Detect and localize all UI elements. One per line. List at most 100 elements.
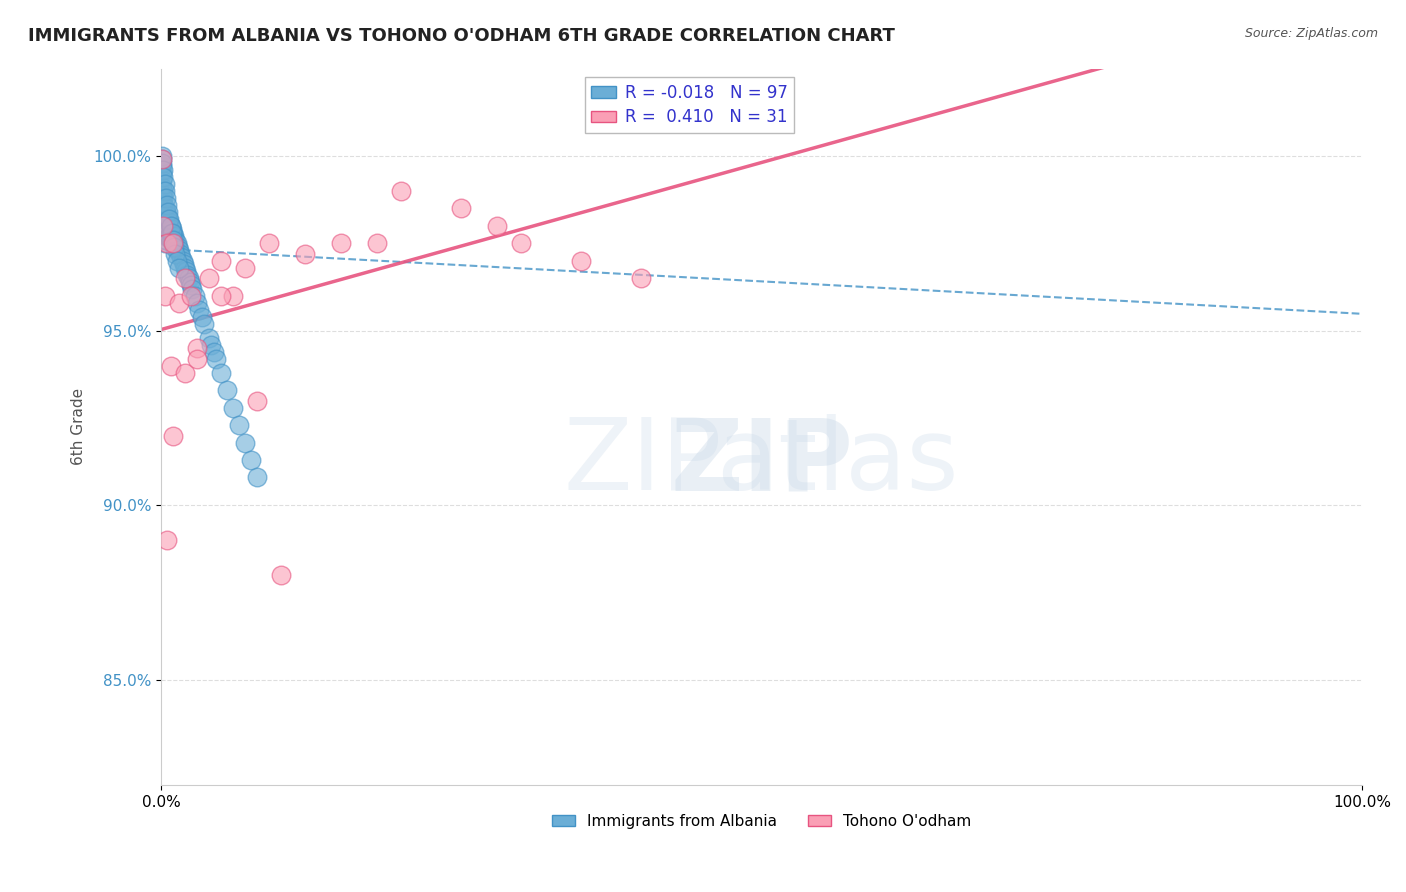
Point xyxy=(366,236,388,251)
Point xyxy=(160,229,183,244)
Point xyxy=(150,153,173,167)
Point xyxy=(152,191,174,205)
Point xyxy=(257,236,280,251)
Point xyxy=(155,204,177,219)
Point xyxy=(150,215,173,229)
Point xyxy=(152,219,174,233)
Point xyxy=(153,236,176,251)
Point xyxy=(240,453,263,467)
Point xyxy=(486,219,509,233)
Point xyxy=(150,208,173,222)
Point xyxy=(155,226,177,240)
Point xyxy=(159,219,181,233)
Point xyxy=(569,253,592,268)
Point xyxy=(209,366,232,380)
Point xyxy=(193,317,215,331)
Point xyxy=(152,198,174,212)
Point xyxy=(233,260,256,275)
Point xyxy=(153,222,176,236)
Point xyxy=(222,289,245,303)
Point xyxy=(186,341,208,355)
Point xyxy=(153,229,176,244)
Point xyxy=(156,222,179,236)
Point xyxy=(174,260,197,275)
Point xyxy=(165,233,187,247)
Point xyxy=(152,226,174,240)
Point xyxy=(155,233,177,247)
Point xyxy=(152,184,174,198)
Point xyxy=(167,295,190,310)
Point xyxy=(166,244,188,258)
Point xyxy=(188,302,211,317)
Point xyxy=(155,219,177,233)
Point xyxy=(156,198,179,212)
Point xyxy=(166,240,188,254)
Point xyxy=(156,236,179,251)
Point xyxy=(152,219,174,233)
Point xyxy=(150,173,173,187)
Point xyxy=(152,169,174,184)
Point xyxy=(162,226,184,240)
Point xyxy=(181,282,204,296)
Point xyxy=(294,247,316,261)
Point xyxy=(150,202,173,216)
Point xyxy=(150,166,173,180)
Point xyxy=(157,211,180,226)
Point xyxy=(162,233,184,247)
Point xyxy=(160,226,183,240)
Point xyxy=(198,271,221,285)
Point xyxy=(179,275,201,289)
Point xyxy=(162,236,184,251)
Point xyxy=(174,366,197,380)
Point xyxy=(174,271,197,285)
Point xyxy=(186,295,208,310)
Point xyxy=(150,187,173,202)
Point xyxy=(159,219,181,233)
Point xyxy=(166,253,188,268)
Point xyxy=(157,229,180,244)
Point xyxy=(202,344,225,359)
Point xyxy=(172,253,194,268)
Point xyxy=(169,247,191,261)
Point xyxy=(180,278,202,293)
Point xyxy=(156,533,179,548)
Point xyxy=(156,215,179,229)
Point xyxy=(163,240,186,254)
Point xyxy=(150,180,173,194)
Point xyxy=(160,222,183,236)
Point xyxy=(153,184,176,198)
Point xyxy=(159,226,181,240)
Point xyxy=(152,204,174,219)
Point xyxy=(155,191,177,205)
Point xyxy=(153,215,176,229)
Point xyxy=(190,310,212,324)
Point xyxy=(150,156,173,170)
Point xyxy=(450,202,472,216)
Point xyxy=(222,401,245,415)
Point xyxy=(159,233,181,247)
Point xyxy=(246,470,269,484)
Legend: Immigrants from Albania, Tohono O'odham: Immigrants from Albania, Tohono O'odham xyxy=(546,807,977,835)
Text: ZIP: ZIP xyxy=(671,414,853,511)
Point xyxy=(209,289,232,303)
Point xyxy=(153,177,176,191)
Point xyxy=(163,229,186,244)
Point xyxy=(167,260,190,275)
Point xyxy=(163,236,186,251)
Point xyxy=(173,257,195,271)
Point xyxy=(177,271,200,285)
Text: IMMIGRANTS FROM ALBANIA VS TOHONO O'ODHAM 6TH GRADE CORRELATION CHART: IMMIGRANTS FROM ALBANIA VS TOHONO O'ODHA… xyxy=(28,27,896,45)
Point xyxy=(270,568,292,582)
Point xyxy=(389,184,412,198)
Point xyxy=(152,162,174,177)
Point xyxy=(176,268,198,282)
Point xyxy=(150,149,173,163)
Y-axis label: 6th Grade: 6th Grade xyxy=(72,388,86,466)
Point xyxy=(215,383,238,397)
Point xyxy=(174,264,197,278)
Point xyxy=(153,289,176,303)
Point xyxy=(166,236,188,251)
Point xyxy=(157,226,180,240)
Point xyxy=(150,160,173,174)
Point xyxy=(205,351,228,366)
